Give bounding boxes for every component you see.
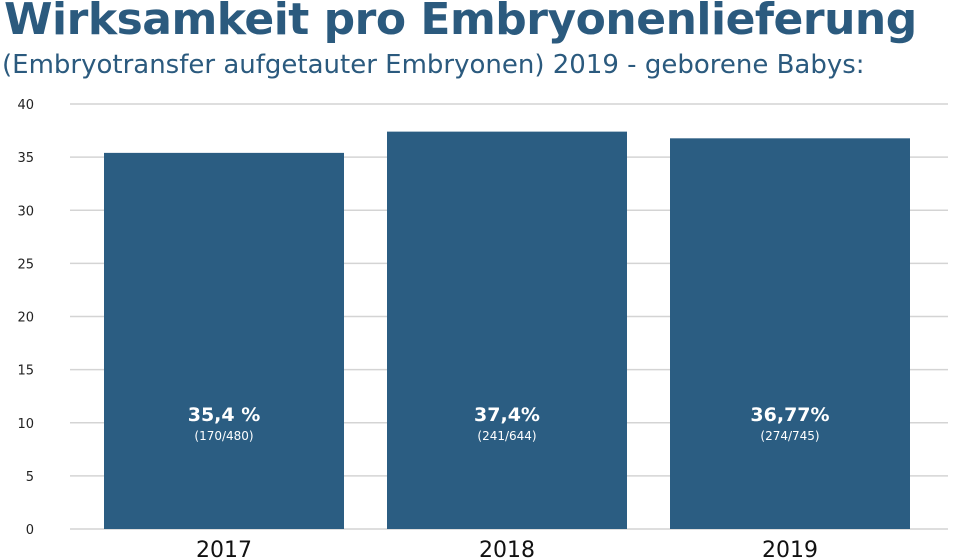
y-tick-label: 10 — [17, 417, 34, 432]
bar-2017 — [104, 152, 344, 529]
bar-count-label: (274/745) — [760, 429, 819, 443]
x-tick-label: 2019 — [762, 538, 818, 560]
chart-title: Wirksamkeit pro Embryonenlieferung — [4, 0, 917, 45]
y-tick-label: 15 — [17, 364, 34, 379]
x-tick-label: 2018 — [479, 538, 535, 560]
y-tick-label: 40 — [17, 98, 34, 113]
bar-count-label: (170/480) — [194, 429, 253, 443]
x-tick-label: 2017 — [196, 538, 252, 560]
bar-2018 — [387, 131, 627, 529]
bar-2019 — [670, 138, 910, 529]
bar-value-label: 36,77% — [750, 404, 829, 426]
y-tick-label: 20 — [17, 311, 34, 326]
bar-count-label: (241/644) — [477, 429, 536, 443]
bar-value-label: 35,4 % — [188, 404, 261, 426]
bar-value-label: 37,4% — [474, 404, 540, 426]
chart-subtitle: (Embryotransfer aufgetauter Embryonen) 2… — [2, 50, 865, 80]
y-tick-label: 25 — [17, 257, 34, 272]
y-tick-label: 35 — [17, 151, 34, 166]
y-tick-label: 5 — [26, 470, 34, 485]
y-tick-label: 30 — [17, 204, 34, 219]
y-tick-label: 0 — [26, 523, 34, 538]
